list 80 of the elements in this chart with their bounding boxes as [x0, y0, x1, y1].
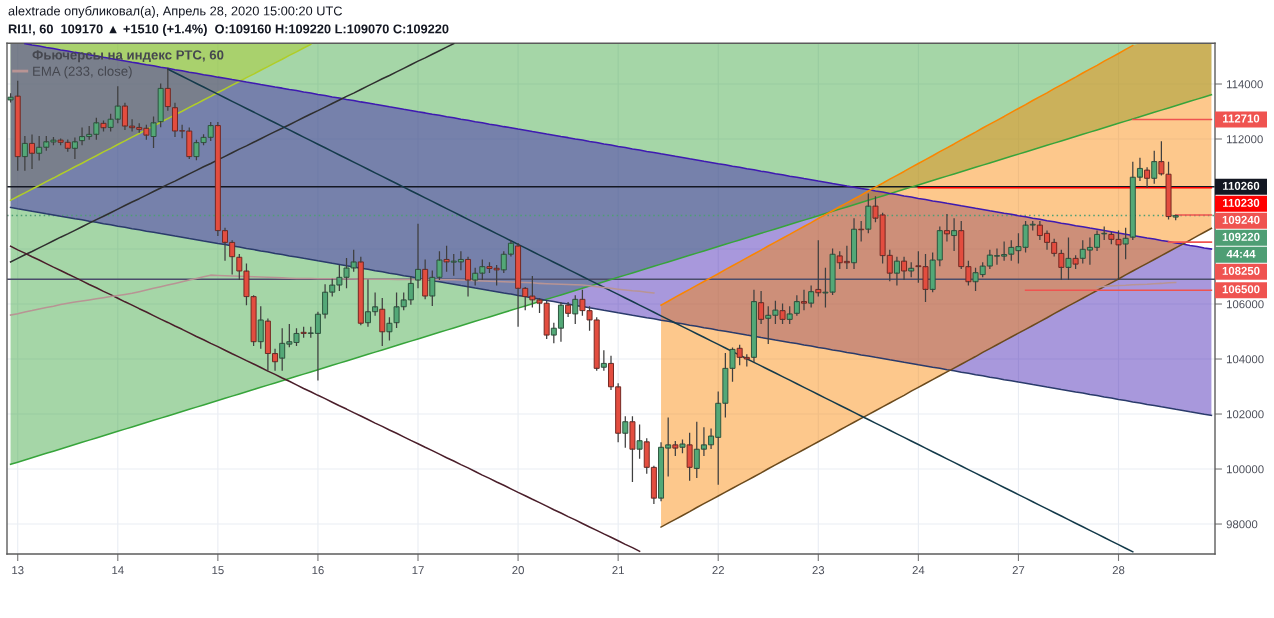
candlestick — [636, 424, 643, 459]
candlestick — [357, 256, 364, 324]
line-series — [9, 206, 1213, 417]
line-series — [9, 245, 641, 553]
candlestick — [29, 134, 36, 170]
candlestick — [415, 223, 421, 289]
data-label: 106500 — [1222, 285, 1260, 294]
y-tick-label: 98000 — [1226, 520, 1258, 529]
candlestick — [943, 214, 950, 242]
candlestick — [851, 218, 858, 269]
candlestick — [21, 135, 28, 171]
x-tick-label: 15 — [212, 566, 224, 575]
x-tick-label: 23 — [812, 566, 825, 575]
candlestick — [572, 295, 579, 324]
candlestick — [893, 256, 900, 286]
data-label: 110230 — [1223, 198, 1260, 207]
x-tick-label: 13 — [12, 566, 24, 575]
line-series — [9, 43, 455, 263]
y-tick-label: 112000 — [1226, 135, 1263, 144]
candlestick — [801, 289, 807, 311]
data-label: 109240 — [1222, 215, 1260, 224]
candlestick — [1065, 237, 1072, 280]
x-tick-label: 28 — [1112, 566, 1125, 575]
candlestick — [422, 259, 429, 300]
candlestick — [164, 67, 171, 111]
x-tick-label: 14 — [112, 566, 124, 575]
candlestick — [379, 297, 386, 346]
candlestick — [622, 416, 629, 448]
y-tick-label: 102000 — [1226, 410, 1264, 419]
x-tick-label: 17 — [412, 566, 424, 575]
x-tick-label: 20 — [512, 566, 524, 575]
candlestick — [901, 256, 908, 280]
data-label: 108250 — [1222, 266, 1260, 275]
candlestick — [71, 137, 78, 159]
legend-label: EMA (233, close) — [33, 66, 132, 79]
ref-line-label: 109220 — [1222, 232, 1260, 241]
candlestick — [672, 440, 679, 456]
candlestick — [779, 303, 786, 324]
candlestick — [1144, 167, 1151, 188]
data-label: 112710 — [1223, 114, 1260, 123]
y-tick-label: 106000 — [1226, 300, 1264, 309]
candlestick — [951, 218, 958, 252]
x-tick-label: 22 — [712, 566, 724, 575]
candlestick — [750, 289, 757, 363]
candlestick — [157, 83, 164, 128]
x-tick-label: 16 — [312, 566, 324, 575]
chart-title: alextrade опубликовал(а), Апрель 28, 2020 15:00:20 UTC — [8, 5, 343, 19]
candlestick — [7, 93, 14, 103]
chart-subtitle: RI1!, 60 109170 ▲ +1510 (+1.4%) O:109160 H:109220 L:109070 C:109220 — [8, 24, 449, 36]
text: Фьючерсы на индекс РТС, 60 — [32, 50, 224, 63]
candlestick — [679, 439, 686, 454]
ref-line-label: 110260 — [1223, 181, 1260, 190]
candlestick — [300, 326, 307, 338]
candlestick — [465, 256, 472, 297]
candlestick — [443, 245, 450, 272]
candlestick — [908, 262, 915, 278]
candlestick — [1122, 227, 1129, 260]
candlestick — [600, 350, 607, 371]
line-series — [167, 68, 1134, 553]
y-tick-label: 104000 — [1226, 355, 1264, 364]
line-series — [660, 44, 1134, 306]
candlestick — [808, 285, 815, 308]
candlestick — [386, 317, 393, 341]
candlestick — [257, 306, 264, 349]
x-tick-label: 24 — [912, 566, 925, 575]
line-series — [24, 43, 1213, 250]
y-tick-label: 100000 — [1226, 465, 1264, 474]
candlestick — [758, 291, 765, 324]
candlestick — [14, 80, 21, 171]
line-series — [660, 227, 1213, 528]
x-tick-label: 21 — [612, 566, 624, 575]
x-tick-label: 27 — [1012, 566, 1025, 575]
candlestick — [150, 116, 157, 148]
candlestick — [629, 416, 636, 483]
candlestick — [686, 432, 693, 481]
y-tick-label: 114000 — [1226, 80, 1263, 89]
candlestick — [1072, 255, 1079, 269]
candlestick — [100, 120, 107, 132]
text: 44:44 — [1226, 249, 1256, 258]
candlestick — [565, 302, 572, 318]
